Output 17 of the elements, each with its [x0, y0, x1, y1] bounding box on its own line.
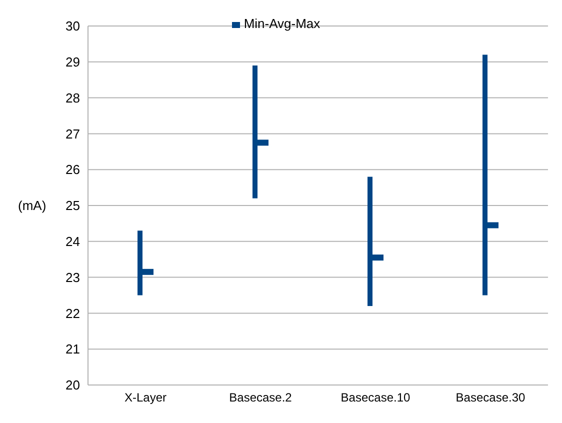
y-tick-label: 29 [66, 54, 80, 70]
x-tick-label: Basecase.2 [229, 390, 292, 405]
x-tick-label: Basecase.10 [340, 390, 411, 405]
y-tick-label: 30 [66, 18, 80, 34]
x-tick-label: Basecase.30 [456, 390, 526, 405]
y-tick-label: 24 [66, 234, 80, 250]
y-tick-label: 26 [66, 162, 80, 178]
y-tick-label: 22 [66, 306, 80, 321]
y-tick-label: 21 [66, 342, 80, 357]
y-tick-label: 28 [66, 90, 80, 106]
y-tick-label: 25 [66, 198, 80, 214]
legend-label: Min-Avg-Max [244, 16, 320, 31]
y-tick-label: 20 [66, 378, 80, 393]
y-tick-label: 23 [66, 270, 80, 285]
x-tick-label: X-Layer [124, 390, 167, 405]
y-axis-title: (mA) [18, 198, 46, 214]
y-tick-label: 27 [66, 126, 80, 142]
